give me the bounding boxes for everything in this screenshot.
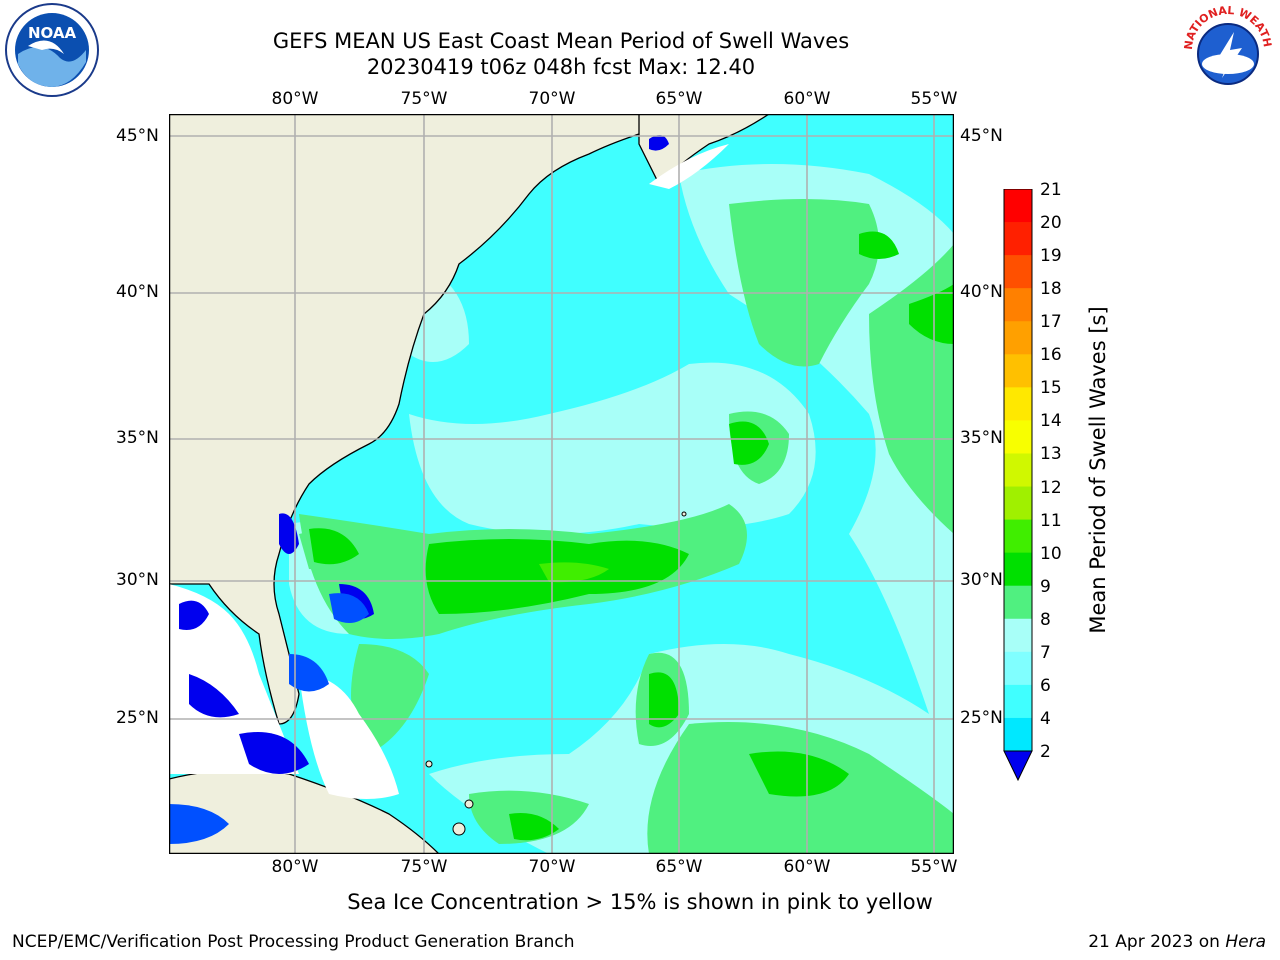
- colorbar-segment: [1004, 387, 1032, 421]
- colorbar-segment: [1004, 321, 1032, 355]
- colorbar-tick-label: 18: [1040, 279, 1062, 300]
- colorbar-segment: [1004, 651, 1032, 686]
- colorbar-tick-label: 14: [1040, 411, 1062, 432]
- footer-machine: Hera: [1225, 932, 1266, 952]
- map-frame: [168, 113, 955, 855]
- colorbar-tick-label: 16: [1040, 345, 1062, 366]
- colorbar-segment: [1004, 255, 1032, 289]
- swell-period-map: [168, 113, 955, 855]
- footer-right: 21 Apr 2023 on Hera: [1088, 932, 1266, 952]
- svg-text:NOAA: NOAA: [28, 24, 77, 42]
- lon-label-top-60w: 60°W: [783, 89, 831, 109]
- lat-label-right-40n: 40°N: [960, 282, 1003, 302]
- contours-4-6s: [169, 593, 369, 844]
- colorbar-tick-label: 17: [1040, 312, 1062, 333]
- lon-label-bottom-60w: 60°W: [783, 857, 831, 877]
- lat-label-left-45n: 45°N: [116, 126, 159, 146]
- colorbar-segment: [1004, 453, 1032, 488]
- colorbar-segment: [1004, 684, 1032, 719]
- colorbar-segment: [1004, 189, 1032, 223]
- lon-label-top-65w: 65°W: [655, 89, 703, 109]
- lon-label-bottom-70w: 70°W: [528, 857, 576, 877]
- lon-label-top-75w: 75°W: [400, 89, 448, 109]
- nws-logo: NATIONAL WEATHER SERVICE: [1174, 0, 1278, 98]
- colorbar-tick-label: 13: [1040, 444, 1062, 465]
- noaa-logo: NOAA: [2, 2, 102, 98]
- colorbar-tick-label: 12: [1040, 477, 1062, 498]
- colorbar-tick-label: 8: [1040, 609, 1051, 630]
- contours-9-10s: [299, 199, 954, 854]
- colorbar-tick-label: 6: [1040, 675, 1051, 696]
- lat-label-right-35n: 35°N: [960, 428, 1003, 448]
- sea-ice-caption: Sea Ice Concentration > 15% is shown in …: [347, 890, 933, 914]
- lat-label-left-35n: 35°N: [116, 428, 159, 448]
- colorbar-tick-label: 21: [1040, 180, 1062, 200]
- masked-zones: [169, 144, 729, 799]
- colorbar-tick-label: 7: [1040, 642, 1051, 663]
- lon-label-bottom-80w: 80°W: [271, 857, 319, 877]
- colorbar-segment: [1004, 354, 1032, 388]
- islands: [425, 511, 687, 836]
- footer-date: 21 Apr 2023 on: [1088, 932, 1220, 952]
- colorbar-segment: [1004, 519, 1032, 554]
- colorbar-segment: [1004, 618, 1032, 653]
- title-line-1: GEFS MEAN US East Coast Mean Period of S…: [272, 29, 850, 53]
- colorbar-tick-label: 11: [1040, 510, 1062, 531]
- colorbar-tick-label: 2: [1040, 742, 1051, 762]
- colorbar-segment: [1004, 420, 1032, 454]
- colorbar-segment: [1004, 288, 1032, 322]
- colorbar-tick-label: 4: [1040, 708, 1051, 729]
- colorbar-tick-label: 10: [1040, 543, 1062, 564]
- colorbar-segment: [1004, 486, 1032, 521]
- title-line-2: 20230419 t06z 048h fcst Max: 12.40: [366, 55, 756, 79]
- graticule: [169, 114, 954, 854]
- footer-left: NCEP/EMC/Verification Post Processing Pr…: [12, 932, 575, 952]
- lon-label-bottom-55w: 55°W: [910, 857, 958, 877]
- colorbar-tick-label: 20: [1040, 213, 1062, 234]
- land: [168, 113, 772, 855]
- lon-label-bottom-65w: 65°W: [655, 857, 703, 877]
- contours-2-4s: [179, 135, 669, 774]
- colorbar-tick-label: 19: [1040, 246, 1062, 267]
- colorbar-ticks: 21 20 19 18 17 16 15 14 13 12 11 10 9 8 7 6 4 2: [1040, 180, 1090, 780]
- colorbar-tick-label: 15: [1040, 378, 1062, 399]
- colorbar-under-arrow: [1003, 750, 1033, 782]
- lat-label-right-25n: 25°N: [960, 708, 1003, 728]
- lon-label-bottom-75w: 75°W: [400, 857, 448, 877]
- contours-11-12s: [539, 562, 609, 583]
- colorbar: [1003, 188, 1033, 782]
- colorbar-segment: [1004, 585, 1032, 620]
- lat-label-left-30n: 30°N: [116, 570, 159, 590]
- colorbar-segment: [1004, 717, 1032, 752]
- lon-label-top-55w: 55°W: [910, 89, 958, 109]
- colorbar-segment: [1004, 552, 1032, 587]
- lat-label-left-25n: 25°N: [116, 708, 159, 728]
- colorbar-segment: [1004, 222, 1032, 256]
- lat-label-left-40n: 40°N: [116, 282, 159, 302]
- colorbar-label: Mean Period of Swell Waves [s]: [1086, 306, 1110, 634]
- lon-label-top-70w: 70°W: [528, 89, 576, 109]
- colorbar-tick-label: 9: [1040, 576, 1051, 597]
- lon-label-top-80w: 80°W: [271, 89, 319, 109]
- colorbar-frame: [1003, 188, 1033, 752]
- lat-label-right-45n: 45°N: [960, 126, 1003, 146]
- lat-label-right-30n: 30°N: [960, 570, 1003, 590]
